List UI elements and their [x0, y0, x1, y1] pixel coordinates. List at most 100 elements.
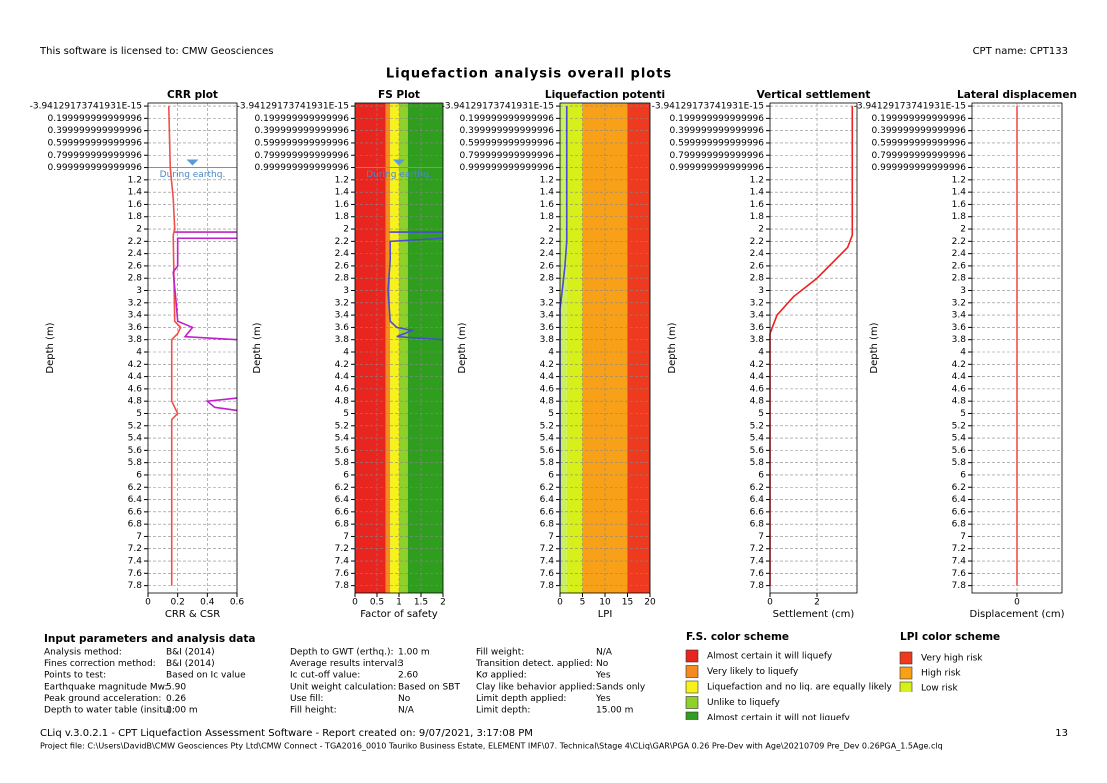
y-tick-label: 0.999999999999996: [872, 163, 967, 173]
y-tick-label: 1.6: [952, 200, 967, 210]
y-tick-label: 6.8: [128, 520, 143, 530]
y-tick-label: 4.2: [540, 360, 554, 370]
y-tick-label: 3.4: [952, 311, 967, 321]
y-tick-label: 5: [758, 409, 764, 419]
y-tick-label: 7.6: [128, 569, 143, 579]
y-tick-label: 6.2: [540, 483, 554, 493]
y-tick-label: 4.2: [335, 360, 349, 370]
y-tick-label: 6.8: [952, 520, 967, 530]
y-tick-label: 0.799999999999996: [48, 151, 143, 161]
x-tick-label: 2: [440, 598, 446, 608]
y-tick-label: 0.599999999999996: [670, 138, 765, 148]
y-tick-label: 0.399999999999996: [872, 126, 967, 136]
y-tick-label: 0.199999999999996: [255, 114, 350, 124]
y-tick-label: 1.4: [540, 188, 555, 198]
y-tick-label: 7: [758, 532, 764, 542]
y-tick-label: 5.4: [750, 434, 765, 444]
y-tick-label: 0.799999999999996: [670, 151, 765, 161]
y-tick-label: 7.8: [128, 581, 143, 591]
x-axis-label: Factor of safety: [360, 609, 438, 620]
x-axis-label: LPI: [598, 609, 613, 620]
y-tick-label: 2: [548, 225, 554, 235]
y-tick-label: 7.2: [952, 544, 966, 554]
y-tick-label: 2.2: [128, 237, 142, 247]
y-tick-label: 3.8: [952, 335, 967, 345]
y-tick-label: 4.4: [952, 372, 967, 382]
y-tick-label: 4.4: [128, 372, 143, 382]
y-tick-label: 5.6: [750, 446, 765, 456]
param-label: Unit weight calculation:: [290, 682, 396, 692]
y-tick-label: 0.599999999999996: [460, 138, 555, 148]
y-tick-label: 4.6: [952, 384, 967, 394]
plot-frame: [354, 102, 444, 594]
y-tick-label: 7.6: [540, 569, 555, 579]
y-tick-label: 7: [548, 532, 554, 542]
legend-label: Low risk: [921, 684, 958, 694]
y-tick-label: 0.199999999999996: [460, 114, 555, 124]
y-tick-label: 4.2: [952, 360, 966, 370]
y-tick-label: 6.8: [750, 520, 765, 530]
y-tick-label: 5.2: [128, 421, 142, 431]
x-tick-label: 0: [767, 598, 773, 608]
plot-frame: [971, 102, 1063, 594]
risk-band: [627, 103, 650, 593]
y-tick-label: 1.4: [750, 188, 765, 198]
y-tick-label: 1.6: [335, 200, 350, 210]
y-tick-label: 2.8: [952, 274, 967, 284]
y-tick-label: 0.199999999999996: [48, 114, 143, 124]
y-tick-label: 2: [343, 225, 349, 235]
y-tick-label: 2: [758, 225, 764, 235]
y-tick-label: 6: [758, 470, 764, 480]
y-tick-label: 0.799999999999996: [872, 151, 967, 161]
legend-swatch: [899, 681, 913, 692]
y-tick-label: 1.2: [952, 175, 966, 185]
param-label: Use fill:: [290, 694, 323, 704]
y-tick-label: 0.599999999999996: [872, 138, 967, 148]
y-tick-label: 4.2: [128, 360, 142, 370]
y-tick-label: 2.2: [750, 237, 764, 247]
y-axis-label: Depth (m): [667, 322, 678, 373]
y-tick-label: 6.2: [335, 483, 349, 493]
y-tick-label: 1.2: [335, 175, 349, 185]
y-tick-label: 5: [136, 409, 142, 419]
y-tick-label: 6.4: [952, 495, 967, 505]
y-tick-label: 2.6: [335, 261, 350, 271]
y-tick-label: 1.4: [128, 188, 143, 198]
y-tick-label: 3.8: [540, 335, 555, 345]
y-tick-label: 5.4: [540, 434, 555, 444]
y-tick-label: 2.4: [540, 249, 555, 259]
y-tick-label: 3.8: [128, 335, 143, 345]
param-label: Average results interval:: [290, 659, 400, 669]
param-value: 1.00 m: [398, 648, 430, 658]
param-label: Peak ground acceleration:: [44, 694, 161, 704]
y-tick-label: 1.8: [335, 212, 350, 222]
y-tick-label: 6.4: [540, 495, 555, 505]
cpt-name: CPT name: CPT133: [973, 46, 1068, 57]
y-tick-label: 2.2: [540, 237, 554, 247]
y-tick-label: 5.2: [952, 421, 966, 431]
report-title: Liquefaction analysis overall plots: [386, 67, 672, 82]
legend-label: High risk: [921, 669, 961, 679]
y-tick-label: 4.6: [540, 384, 555, 394]
param-value: No: [398, 694, 411, 704]
y-tick-label: 5: [548, 409, 554, 419]
y-tick-label: 4: [758, 347, 764, 357]
y-tick-label: 4: [343, 347, 349, 357]
param-value: N/A: [398, 706, 415, 716]
y-tick-label: 0.999999999999996: [460, 163, 555, 173]
panel-title: FS Plot: [378, 89, 420, 101]
y-tick-label: 7: [960, 532, 966, 542]
y-tick-label: 5: [343, 409, 349, 419]
param-value: Based on SBT: [398, 682, 460, 692]
y-tick-label: 0.999999999999996: [48, 163, 143, 173]
y-tick-label: 3.8: [750, 335, 765, 345]
y-tick-label: 7.2: [750, 544, 764, 554]
risk-band: [390, 103, 399, 593]
param-value: 5.90: [166, 682, 186, 692]
legend-label: Very likely to liquefy: [707, 667, 799, 677]
y-tick-label: 3.6: [750, 323, 765, 333]
y-tick-label: -3.94129173741931E-15: [237, 102, 349, 112]
y-tick-label: 2.4: [335, 249, 350, 259]
water-label: During earthq.: [366, 170, 432, 180]
